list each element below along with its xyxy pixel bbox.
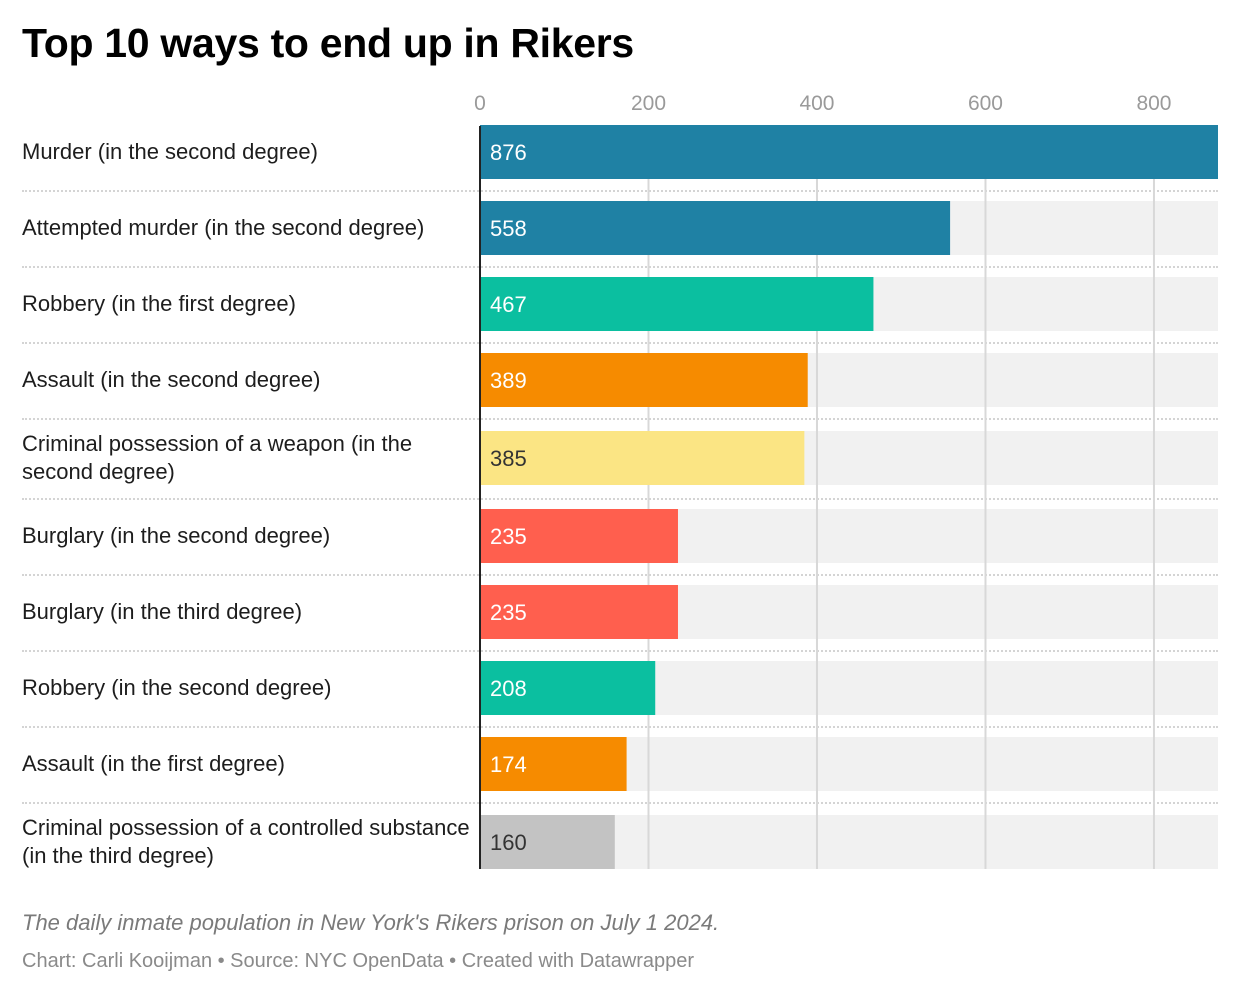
category-label: Murder (in the second degree) bbox=[22, 139, 318, 164]
row-separator bbox=[22, 574, 1218, 576]
category-labels: Murder (in the second degree) Attempted m… bbox=[22, 0, 477, 996]
chart-title: Top 10 ways to end up in Rikers bbox=[22, 20, 634, 66]
category-label: Attempted murder (in the second degree) bbox=[22, 215, 425, 240]
bar-value-label: 558 bbox=[490, 216, 527, 241]
row-separator bbox=[22, 726, 1218, 728]
category-label: Assault (in the first degree) bbox=[22, 751, 285, 776]
bar bbox=[480, 431, 805, 485]
category-label: Criminal possession of a weapon (in the … bbox=[22, 431, 413, 484]
bar bbox=[480, 201, 951, 255]
row-separator bbox=[22, 190, 1218, 192]
x-tick-label: 800 bbox=[1136, 92, 1171, 115]
chart-credit: Chart: Carli Kooijman • Source: NYC Open… bbox=[22, 950, 695, 972]
bar-value-label: 174 bbox=[490, 752, 527, 777]
bar bbox=[480, 125, 1218, 179]
row-separator bbox=[22, 266, 1218, 268]
bar-value-label: 208 bbox=[490, 676, 527, 701]
bar bbox=[480, 585, 678, 639]
x-tick-label: 200 bbox=[631, 92, 666, 115]
x-tick-label: 600 bbox=[968, 92, 1003, 115]
category-label: Criminal possession of a controlled subs… bbox=[22, 815, 470, 868]
bar bbox=[480, 277, 874, 331]
bar-value-label: 467 bbox=[490, 292, 527, 317]
bar bbox=[480, 353, 808, 407]
bar-value-label: 160 bbox=[490, 830, 527, 855]
bar-value-label: 389 bbox=[490, 368, 527, 393]
category-label: Robbery (in the first degree) bbox=[22, 291, 296, 316]
category-label: Assault (in the second degree) bbox=[22, 367, 321, 392]
row-separator bbox=[22, 342, 1218, 344]
bar-value-label: 385 bbox=[490, 446, 527, 471]
bar-value-label: 235 bbox=[490, 600, 527, 625]
x-tick-label: 0 bbox=[474, 92, 486, 115]
bar bbox=[480, 737, 627, 791]
bar bbox=[480, 509, 678, 563]
row-separator bbox=[22, 418, 1218, 420]
row-separator bbox=[22, 802, 1218, 804]
bar-value-label: 876 bbox=[490, 140, 527, 165]
bar-value-label: 235 bbox=[490, 524, 527, 549]
chart-note: The daily inmate population in New York'… bbox=[22, 910, 720, 935]
bar bbox=[480, 661, 656, 715]
category-label: Robbery (in the second degree) bbox=[22, 675, 332, 700]
category-label: Burglary (in the third degree) bbox=[22, 599, 303, 624]
row-separator bbox=[22, 650, 1218, 652]
category-label: Burglary (in the second degree) bbox=[22, 523, 331, 548]
bar bbox=[480, 815, 615, 869]
row-separator bbox=[22, 498, 1218, 500]
x-tick-label: 400 bbox=[799, 92, 834, 115]
